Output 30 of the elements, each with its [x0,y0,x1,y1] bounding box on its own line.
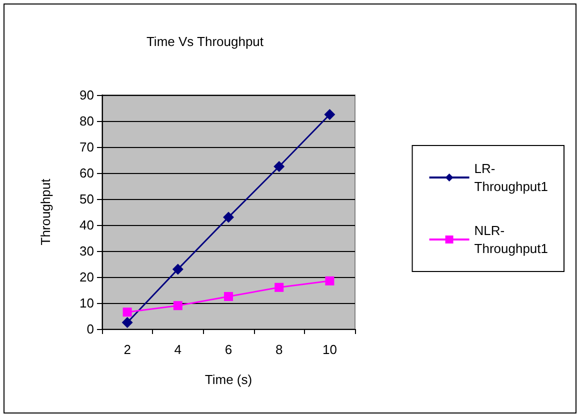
point [325,276,334,286]
y-tick-label: 40 [80,218,94,232]
y-tick-label: 30 [80,244,94,258]
legend-label: LR-Throughput1 [474,161,548,194]
x-tick-label: 2 [124,342,131,357]
y-axis-title: Throughput [38,178,53,246]
y-tick-label: 60 [80,166,94,180]
point [274,282,284,292]
y-tick-label: 80 [80,114,94,128]
point [173,301,182,310]
x-tick-label: 4 [174,342,182,357]
x-axis-title: Time (s) [204,372,252,387]
chart-title: Time Vs Throughput [146,34,264,49]
x-tick-label: 10 [322,342,337,357]
point [274,161,285,172]
x-tick-label: 8 [275,342,283,357]
y-tick-label: 70 [80,140,94,154]
x-tick-label: 6 [224,342,232,357]
point [223,212,234,223]
y-tick-label: 90 [80,88,94,102]
legend-label: NLR-Throughput1 [474,223,548,256]
point [224,292,233,301]
y-tick-label: 20 [80,270,94,284]
y-tick-label: 50 [80,192,94,206]
point [172,264,184,275]
y-tick-label: 10 [80,296,94,310]
point [122,308,132,317]
point [324,109,336,120]
y-tick-label: 0 [86,322,94,336]
point [122,317,133,328]
